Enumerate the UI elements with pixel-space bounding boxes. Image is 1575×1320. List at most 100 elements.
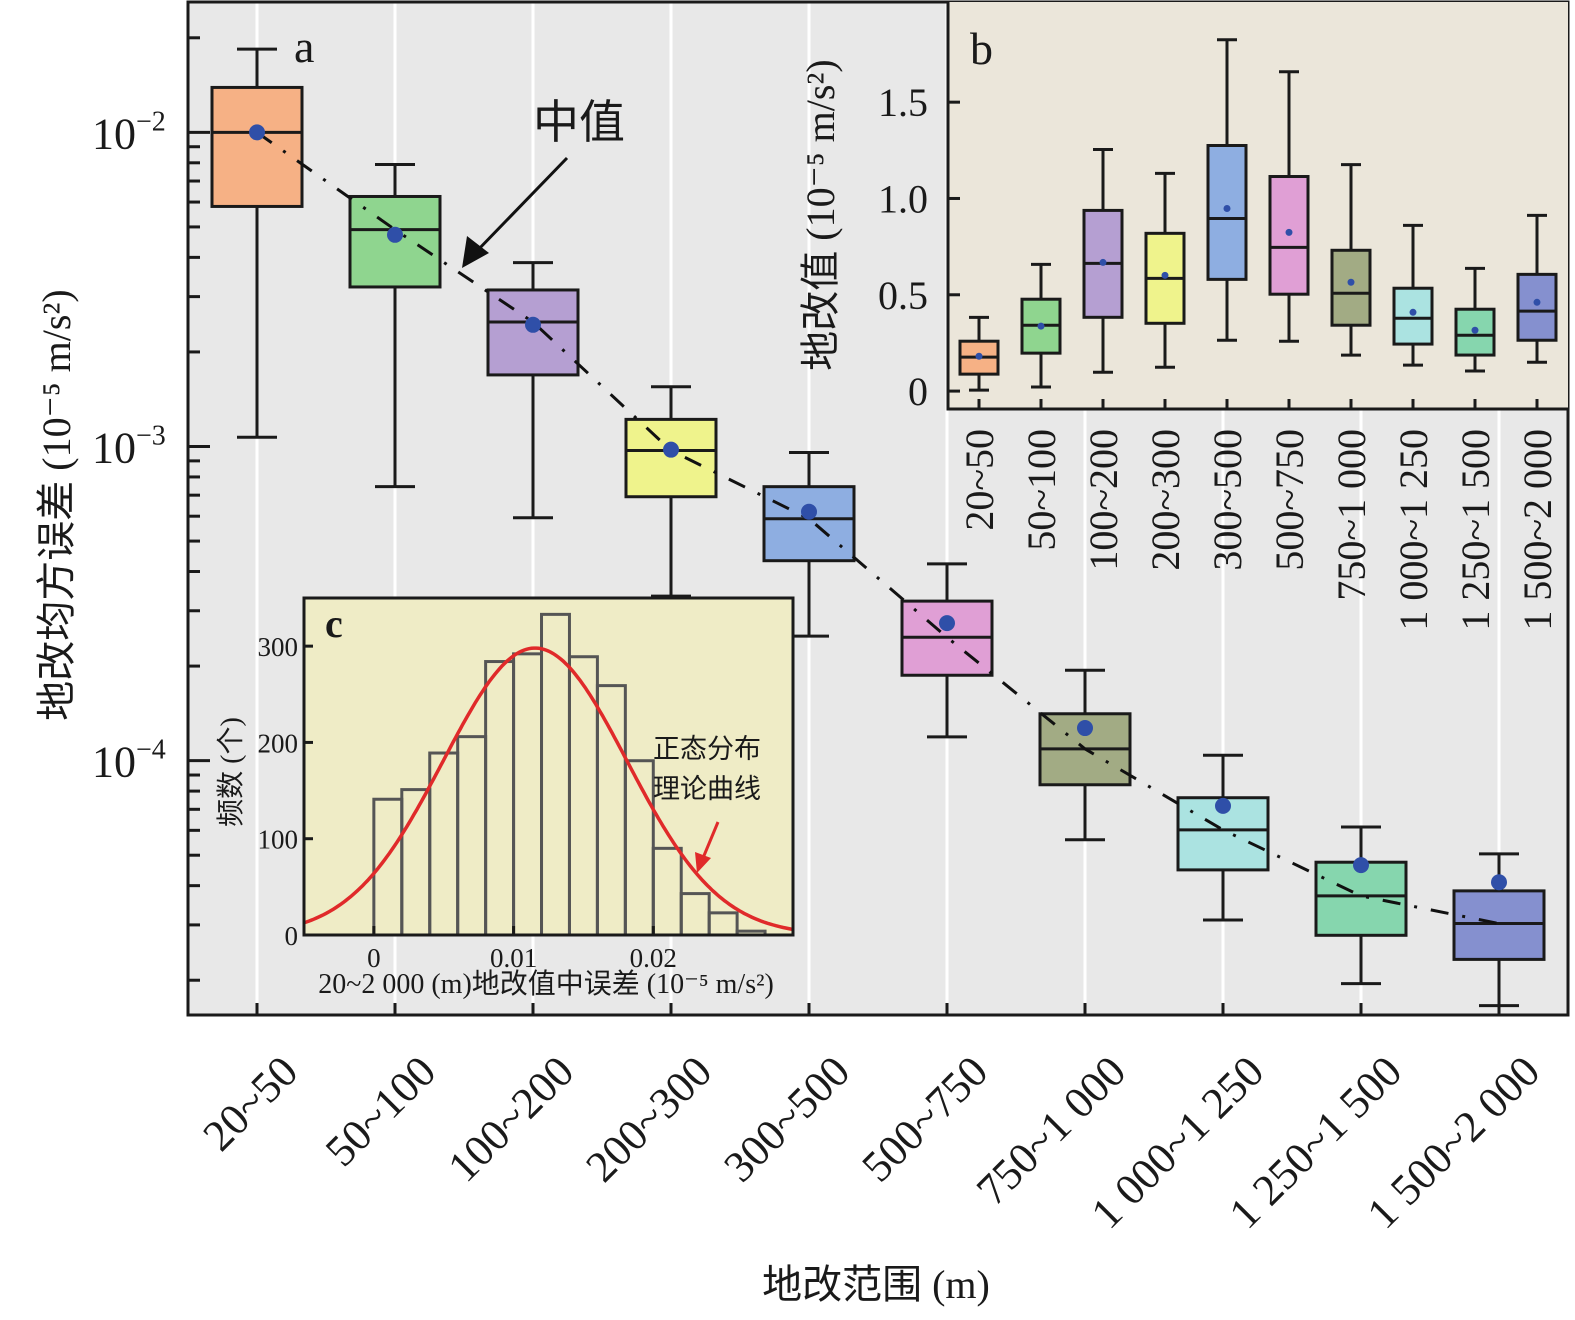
panel-b-axes <box>946 2 1568 411</box>
mean-marker <box>387 226 403 243</box>
box-1 250~1 500 <box>1454 266 1496 373</box>
y-tick-label: 1.5 <box>878 80 928 125</box>
iqr-box <box>1314 860 1408 937</box>
mean-marker <box>1077 720 1093 737</box>
box-200~300 <box>1144 171 1186 369</box>
mean-marker <box>1471 326 1479 334</box>
median-annotation-arrow <box>462 156 569 268</box>
mean-marker <box>1347 278 1355 286</box>
x-tick-label: 500~750 <box>1267 429 1312 571</box>
box-750~1 000 <box>1330 163 1372 357</box>
y-tick-label: 10−2 <box>92 106 166 158</box>
y-tick-label: 1.0 <box>878 176 928 221</box>
x-tick-label: 20~50 <box>193 1047 307 1161</box>
mean-marker <box>801 503 817 520</box>
iqr-box <box>1392 286 1434 346</box>
panel-c-plot-area <box>304 598 793 935</box>
normal-curve-annotation-arrow <box>695 821 720 873</box>
x-tick-label: 0.02 <box>630 943 677 973</box>
box-300~500 <box>1206 38 1248 342</box>
box-500~750 <box>1268 70 1310 343</box>
panel-c-label: c <box>325 601 343 646</box>
x-tick-label: 300~500 <box>714 1047 859 1192</box>
panel-b-x-ticks: 20~50 50~100 100~200 200~300 300~500 500~750 7… <box>957 399 1560 631</box>
iqr-box <box>1206 143 1248 281</box>
mean-marker <box>525 316 541 333</box>
x-tick-label: 100~200 <box>438 1047 583 1192</box>
panel-a-y-axis-title: 地改均方误差 (10⁻⁵ m/s²) <box>34 289 79 720</box>
panel-b-y-axis-title: 地改值 (10⁻⁵ m/s²) <box>798 59 843 370</box>
panel-a-x-axis-title: 地改范围 (m) <box>762 1262 990 1307</box>
panel-c-x-ticks: 0 0.01 0.02 <box>367 926 677 973</box>
x-tick-label: 100~200 <box>1081 429 1126 571</box>
mean-marker <box>1099 258 1107 266</box>
iqr-box <box>1516 272 1558 342</box>
normal-distribution-curve <box>303 646 794 932</box>
box-300~500 <box>762 451 856 638</box>
box-1 250~1 500 <box>1314 825 1408 986</box>
box-1 000~1 250 <box>1392 223 1434 367</box>
x-tick-label: 200~300 <box>576 1047 721 1192</box>
x-tick-label: 1 000~1 250 <box>1391 429 1436 631</box>
mean-marker <box>939 615 955 632</box>
panel-b-label: b <box>970 23 993 74</box>
panel-c-inset-histogram: 0 100 200 300 0 0.01 0.02 c 频数 (个) 20~2 000 (… <box>215 596 795 1000</box>
normal-curve-annotation-line2: 理论曲线 <box>653 774 761 804</box>
x-tick-label: 50~100 <box>1019 429 1064 551</box>
iqr-box <box>1454 307 1496 357</box>
x-tick-label: 500~750 <box>852 1047 997 1192</box>
box-20~50 <box>958 315 1000 392</box>
panel-b-inset-box-plot: 0 0.5 1.0 1.5 20~50 50~100 100~200 200~300 300~… <box>798 2 1568 631</box>
mean-marker <box>1161 271 1169 279</box>
x-tick-label: 20~50 <box>957 429 1002 531</box>
mean-marker <box>1223 204 1231 212</box>
y-tick-label: 0 <box>908 369 928 414</box>
panel-c-x-axis-title: 20~2 000 (m)地改值中误差 (10⁻⁵ m/s²) <box>318 968 774 1000</box>
mean-marker <box>975 352 983 360</box>
x-tick-label: 750~1 000 <box>1329 429 1374 601</box>
box-50~100 <box>1020 262 1062 389</box>
median-trend-line <box>256 131 1500 926</box>
panel-c-y-ticks: 0 100 200 300 <box>258 632 313 951</box>
panel-c-y-axis-title: 频数 (个) <box>215 717 247 827</box>
box-1 500~2 000 <box>1516 213 1558 364</box>
panel-a-frame <box>186 0 1570 1017</box>
panel-a-x-ticks: 20~50 50~100100~200200~300300~500500~7507… <box>193 1003 1549 1238</box>
iqr-box <box>1330 248 1372 327</box>
iqr-box <box>210 85 304 208</box>
mean-marker <box>1491 874 1507 891</box>
mean-marker <box>1285 228 1293 236</box>
mean-marker <box>1037 322 1045 330</box>
panel-b-boxes <box>958 38 1558 392</box>
panel-a-y-ticks: 10−2 10−3 10−4 <box>92 36 210 982</box>
x-tick-label: 1 500~2 000 <box>1515 429 1560 631</box>
mean-marker <box>1215 797 1231 814</box>
x-tick-label: 0.01 <box>490 943 537 973</box>
mean-marker <box>1533 298 1541 306</box>
y-tick-label: 300 <box>258 632 299 662</box>
y-tick-label: 0 <box>285 921 299 951</box>
box-200~300 <box>624 385 718 598</box>
mean-marker <box>1353 857 1369 874</box>
mean-marker <box>1409 308 1417 316</box>
panel-a-label: a <box>294 21 314 72</box>
panel-c-frame <box>302 596 795 937</box>
y-tick-label: 10−3 <box>92 421 166 473</box>
y-tick-label: 200 <box>258 728 299 758</box>
iqr-box <box>624 417 718 499</box>
normal-curve-annotation-line1: 正态分布 <box>653 734 761 764</box>
box-100~200 <box>1082 148 1124 374</box>
x-tick-label: 1 250~1 500 <box>1453 429 1498 631</box>
panel-a-mean-markers <box>249 124 1507 891</box>
y-tick-label: 100 <box>258 825 299 855</box>
x-tick-label: 50~100 <box>316 1047 445 1176</box>
x-tick-label: 0 <box>367 943 381 973</box>
mean-marker <box>663 441 679 458</box>
median-annotation: 中值 <box>533 97 625 148</box>
panel-b-y-ticks: 0 0.5 1.0 1.5 <box>878 80 960 414</box>
iqr-box <box>1268 175 1310 296</box>
box-20~50 <box>210 47 304 439</box>
x-tick-label: 200~300 <box>1143 429 1188 571</box>
mean-marker <box>249 124 265 141</box>
